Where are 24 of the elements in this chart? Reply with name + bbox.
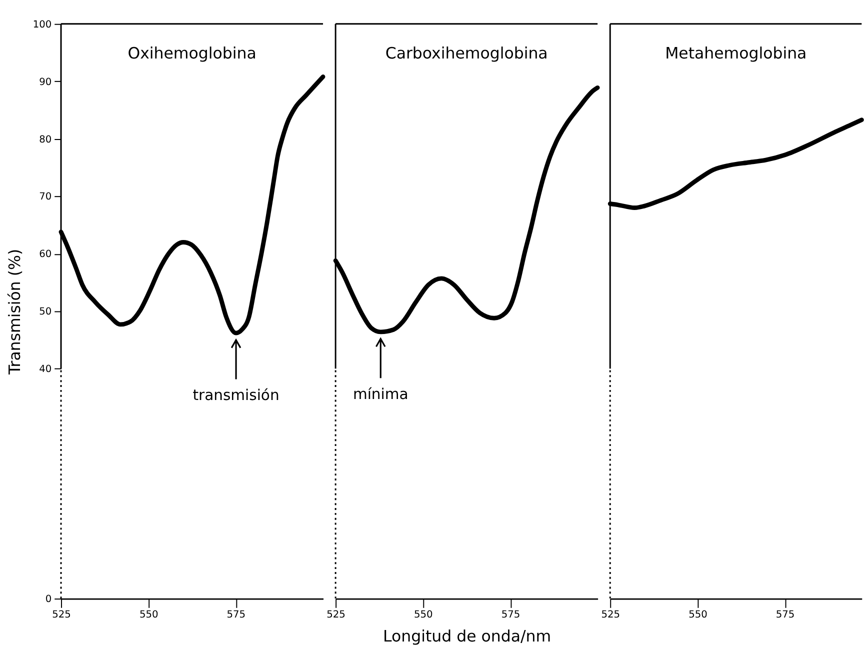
y-tick-label: 70 (39, 192, 52, 203)
y-axis-title: Transmisión (%) (5, 248, 24, 376)
x-tick-label: 550 (688, 610, 708, 621)
annotation: mínima (352, 386, 408, 403)
x-tick-label: 575 (226, 610, 246, 621)
x-tick-label: 525 (52, 610, 71, 621)
y-tick-label: 60 (39, 249, 52, 260)
y-tick-label: 40 (39, 364, 52, 376)
y-tick-label: 100 (32, 19, 52, 30)
y-tick-label: 90 (39, 76, 52, 88)
text: Oxihemoglobina (128, 43, 256, 62)
x-tick-label: 525 (326, 610, 346, 621)
x-tick-label: 525 (601, 610, 620, 621)
y-tick-label: 80 (39, 134, 52, 146)
annotation: transmisión (192, 386, 280, 404)
text: Carboxihemoglobina (385, 43, 548, 62)
x-tick-label: 550 (414, 610, 433, 621)
x-tick-label: 550 (139, 610, 158, 621)
x-tick-label: 575 (501, 610, 520, 621)
y-tick-label: 0 (45, 594, 52, 606)
x-tick-label: 575 (776, 610, 795, 621)
x-axis-title: Longitud de onda/nm (383, 626, 552, 646)
y-tick-label: 50 (39, 306, 52, 318)
text: Metahemoglobina (665, 43, 807, 62)
